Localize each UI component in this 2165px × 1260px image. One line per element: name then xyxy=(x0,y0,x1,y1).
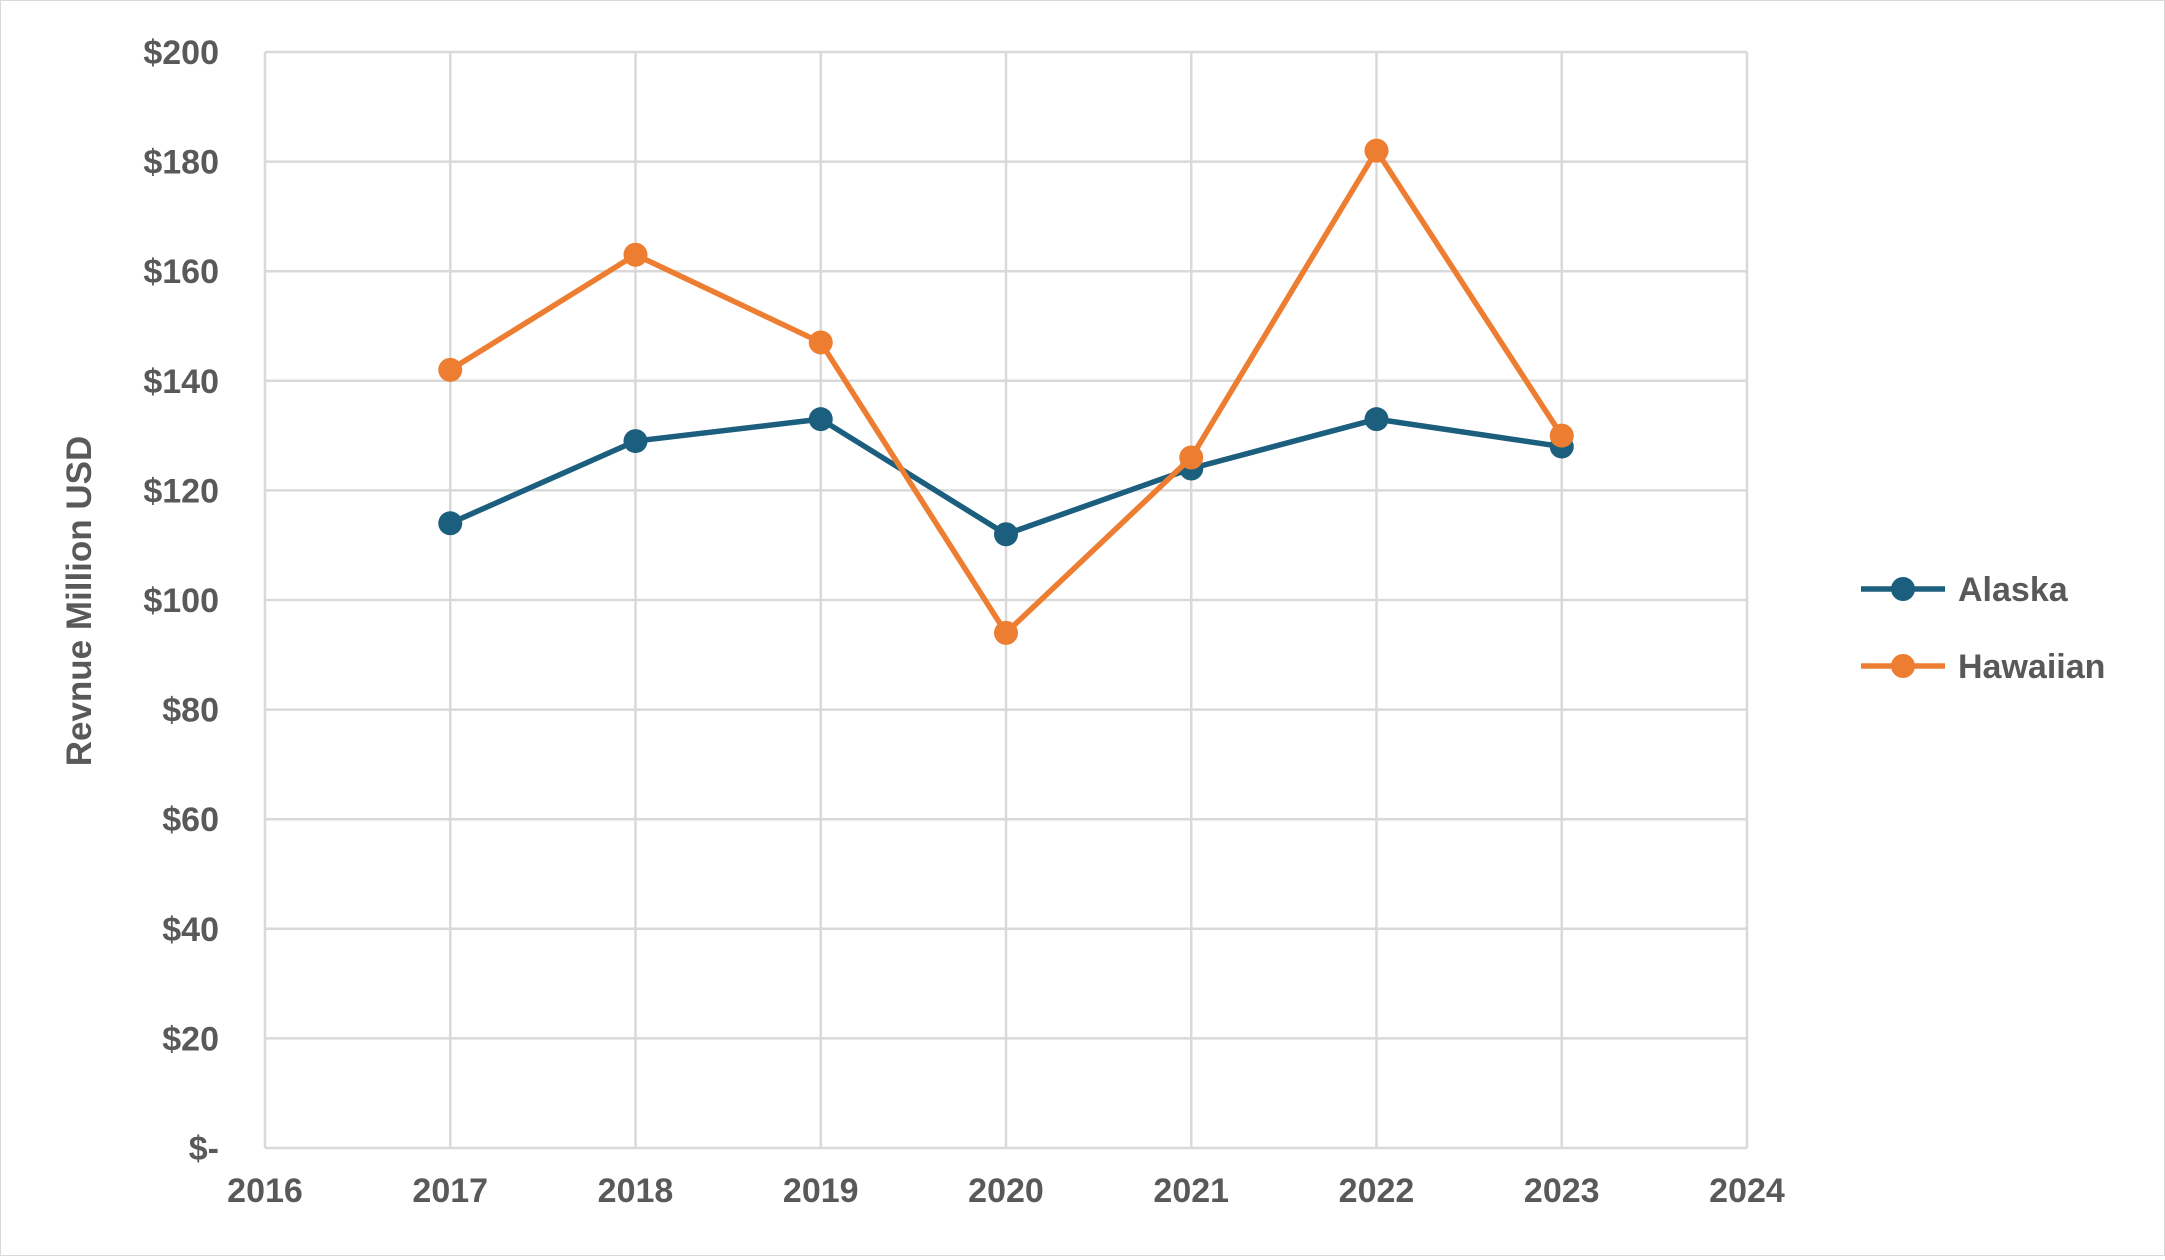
y-tick-label: $180 xyxy=(143,144,219,182)
data-point-hawaiian xyxy=(1549,423,1574,448)
legend-item-hawaiian: Hawaiian xyxy=(1861,648,2105,686)
y-tick-label: $80 xyxy=(162,692,219,730)
data-point-hawaiian xyxy=(1364,138,1389,163)
legend: Alaska Hawaiian xyxy=(1861,571,2105,686)
y-tick-label: $60 xyxy=(162,801,219,839)
x-tick-label: 2021 xyxy=(1153,1172,1229,1210)
y-tick-label: $100 xyxy=(143,582,219,620)
data-point-hawaiian xyxy=(994,620,1018,645)
legend-item-alaska: Alaska xyxy=(1861,571,2069,609)
legend-swatch-marker xyxy=(1891,654,1915,678)
y-axis-title: Revnue Million USD xyxy=(60,436,99,767)
data-point-alaska xyxy=(1364,407,1389,432)
data-point-alaska xyxy=(808,407,833,432)
x-tick-label: 2019 xyxy=(783,1172,859,1210)
legend-label: Alaska xyxy=(1958,571,2069,609)
y-tick-label: $140 xyxy=(143,363,219,401)
data-point-alaska xyxy=(623,429,648,454)
x-tick-label: 2018 xyxy=(598,1172,674,1210)
data-point-alaska xyxy=(994,522,1018,547)
y-tick-label: $160 xyxy=(143,253,219,291)
x-tick-label: 2022 xyxy=(1339,1172,1415,1210)
series-layer xyxy=(438,138,1574,645)
axis-labels: $- $20 $40 $60 $80 $100 $120 $140 $160 $180 $200 20… xyxy=(143,34,1785,1210)
y-tick-label: $120 xyxy=(143,472,219,510)
legend-label: Hawaiian xyxy=(1958,648,2105,686)
data-point-alaska xyxy=(438,511,463,536)
x-tick-label: 2016 xyxy=(227,1172,303,1210)
x-tick-label: 2023 xyxy=(1524,1172,1600,1210)
x-tick-label: 2020 xyxy=(968,1172,1044,1210)
x-tick-label: 2024 xyxy=(1709,1172,1785,1210)
x-tick-label: 2017 xyxy=(412,1172,488,1210)
y-tick-label: $40 xyxy=(162,911,219,949)
y-tick-label: $20 xyxy=(162,1020,219,1058)
grid-lines xyxy=(263,50,1749,1150)
data-point-hawaiian xyxy=(623,242,648,267)
data-point-hawaiian xyxy=(1179,445,1204,470)
legend-swatch-marker xyxy=(1891,577,1915,601)
y-tick-label: $200 xyxy=(143,34,219,72)
y-tick-label: $- xyxy=(189,1130,219,1168)
data-point-hawaiian xyxy=(438,357,463,382)
data-point-hawaiian xyxy=(808,330,833,355)
